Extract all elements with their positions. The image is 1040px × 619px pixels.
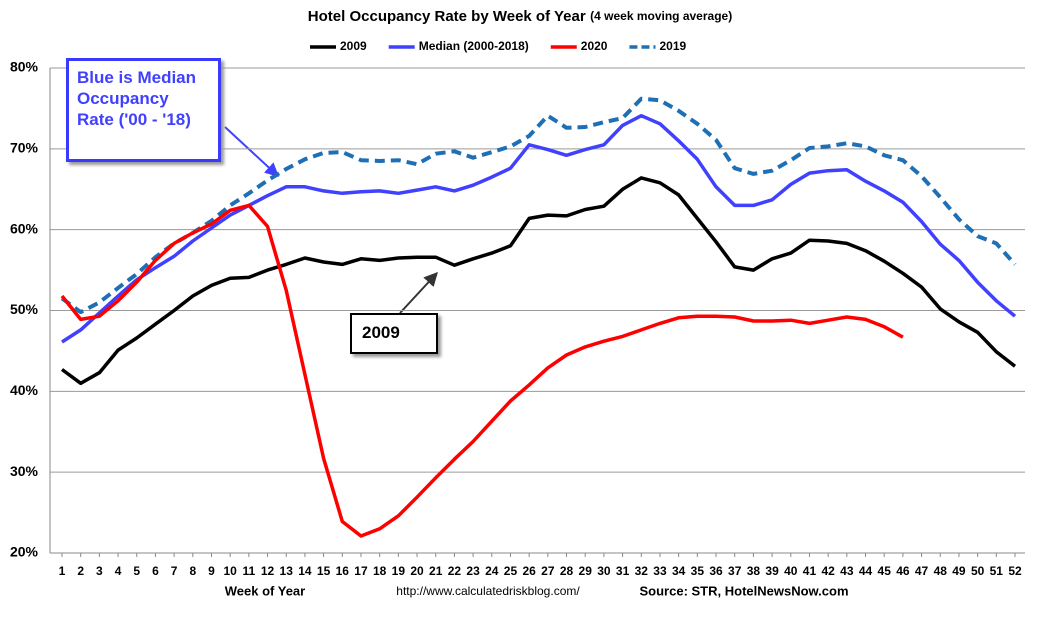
x-tick-label: 37 xyxy=(728,564,742,578)
x-tick-label: 40 xyxy=(784,564,798,578)
x-tick-label: 14 xyxy=(298,564,312,578)
x-tick-label: 25 xyxy=(504,564,518,578)
x-tick-label: 26 xyxy=(522,564,536,578)
x-tick-label: 52 xyxy=(1008,564,1022,578)
x-tick-label: 24 xyxy=(485,564,499,578)
x-tick-label: 33 xyxy=(653,564,667,578)
annotation-2009: 2009 xyxy=(350,313,438,354)
x-tick-label: 42 xyxy=(821,564,835,578)
subtitle: (4 week moving average) xyxy=(590,9,732,23)
x-tick-label: 18 xyxy=(373,564,387,578)
x-tick-label: 23 xyxy=(466,564,480,578)
y-tick-label: 70% xyxy=(10,140,39,156)
x-tick-label: 35 xyxy=(691,564,705,578)
source: Source: STR, HotelNewsNow.com xyxy=(640,583,849,598)
x-tick-label: 29 xyxy=(579,564,593,578)
x-tick-label: 47 xyxy=(915,564,929,578)
annotation-median: Blue is Median Occupancy Rate ('00 - '18… xyxy=(66,58,221,162)
x-tick-label: 2 xyxy=(77,564,84,578)
x-tick-label: 13 xyxy=(280,564,294,578)
x-tick-label: 46 xyxy=(896,564,910,578)
legend-label: 2009 xyxy=(340,39,367,53)
x-tick-label: 16 xyxy=(336,564,350,578)
chart-title: Hotel Occupancy Rate by Week of Year (4 … xyxy=(308,8,732,25)
x-tick-label: 41 xyxy=(803,564,817,578)
x-tick-label: 9 xyxy=(208,564,215,578)
x-tick-label: 44 xyxy=(859,564,873,578)
series-line xyxy=(61,113,1017,344)
x-tick-label: 4 xyxy=(115,564,122,578)
x-tick-label: 3 xyxy=(96,564,103,578)
url: http://www.calculatedriskblog.com/ xyxy=(396,584,580,598)
x-tick-label: 30 xyxy=(597,564,611,578)
x-tick-label: 10 xyxy=(223,564,237,578)
x-tick-label: 45 xyxy=(878,564,892,578)
legend-label: Median (2000-2018) xyxy=(419,39,529,53)
x-tick-label: 5 xyxy=(133,564,140,578)
x-tick-label: 12 xyxy=(261,564,275,578)
x-tick-label: 36 xyxy=(709,564,723,578)
title: Hotel Occupancy Rate by Week of Year xyxy=(308,8,586,25)
series-line xyxy=(60,176,1017,386)
x-tick-label: 1 xyxy=(59,564,66,578)
x-tick-label: 49 xyxy=(952,564,966,578)
y-tick-label: 20% xyxy=(10,544,39,560)
x-tick-label: 43 xyxy=(840,564,854,578)
series-line xyxy=(60,96,1017,315)
y-tick-label: 60% xyxy=(10,220,39,236)
x-tick-label: 15 xyxy=(317,564,331,578)
x-tick-label: 31 xyxy=(616,564,630,578)
x-tick-label: 19 xyxy=(392,564,406,578)
y-tick-label: 40% xyxy=(10,382,39,398)
y-tick-label: 30% xyxy=(10,463,39,479)
x-axis-label: Week of Year xyxy=(225,583,305,598)
y-tick-label: 80% xyxy=(10,59,39,75)
y-tick-label: 50% xyxy=(10,301,39,317)
x-tick-label: 6 xyxy=(152,564,159,578)
x-tick-label: 20 xyxy=(410,564,424,578)
arrow xyxy=(399,271,438,314)
x-tick-label: 27 xyxy=(541,564,555,578)
x-tick-label: 38 xyxy=(747,564,761,578)
arrow xyxy=(224,126,280,177)
x-tick-label: 39 xyxy=(765,564,779,578)
x-tick-label: 32 xyxy=(635,564,649,578)
legend-label: 2020 xyxy=(581,39,608,53)
series-line xyxy=(60,203,904,538)
x-tick-label: 11 xyxy=(243,564,256,578)
x-tick-label: 48 xyxy=(934,564,948,578)
x-tick-label: 8 xyxy=(189,564,196,578)
legend-label: 2019 xyxy=(659,39,686,53)
x-tick-label: 28 xyxy=(560,564,574,578)
x-tick-label: 21 xyxy=(429,564,443,578)
x-tick-label: 7 xyxy=(171,564,178,578)
x-tick-label: 17 xyxy=(354,564,368,578)
x-tick-label: 22 xyxy=(448,564,462,578)
x-tick-label: 34 xyxy=(672,564,686,578)
x-tick-label: 50 xyxy=(971,564,985,578)
x-tick-label: 51 xyxy=(990,564,1004,578)
